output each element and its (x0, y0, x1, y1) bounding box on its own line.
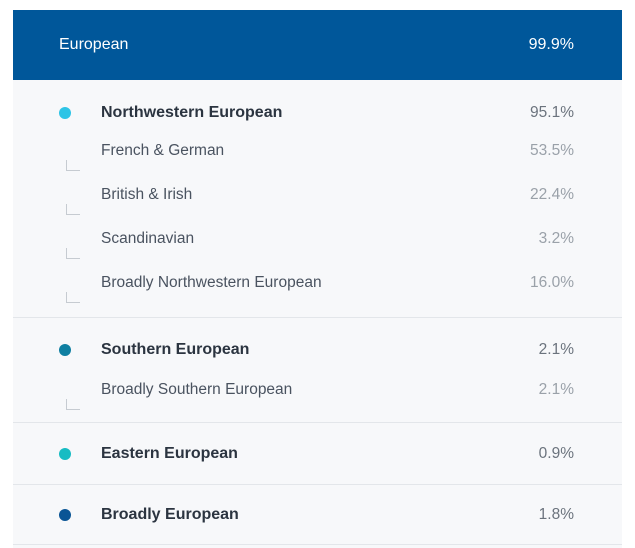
row-broadly-european[interactable]: Broadly European 1.8% (13, 485, 622, 545)
population-percentage: 1.8% (538, 506, 574, 523)
european-header-row[interactable]: European 99.9% (13, 10, 622, 80)
tree-connector-icon (66, 292, 80, 303)
group-eastern-european: Eastern European 0.9% (13, 423, 622, 485)
row-broadly-southern-european[interactable]: Broadly Southern European 2.1% (13, 368, 622, 412)
row-broadly-northwestern-european[interactable]: Broadly Northwestern European 16.0% (13, 261, 622, 305)
region-label: European (59, 36, 129, 53)
eastern-color-dot (59, 447, 71, 460)
tree-connector-icon (66, 248, 80, 259)
northwestern-color-dot (59, 107, 71, 119)
broadly-color-dot (59, 509, 71, 521)
population-percentage: 2.1% (538, 341, 574, 358)
tree-connector-icon (66, 160, 80, 171)
population-percentage: 0.9% (538, 444, 574, 462)
population-percentage: 95.1% (530, 104, 574, 121)
row-scandinavian[interactable]: Scandinavian 3.2% (13, 217, 622, 261)
population-label: Southern European (101, 341, 250, 358)
subpopulation-label: Broadly Northwestern European (101, 274, 322, 291)
row-southern-european[interactable]: Southern European 2.1% (13, 320, 622, 380)
group-northwestern-european: Northwestern European 95.1% French & Ger… (13, 80, 622, 318)
ancestry-breakdown-panel: European 99.9% Northwestern European 95.… (13, 10, 622, 548)
subpopulation-percentage: 2.1% (538, 381, 574, 398)
subpopulation-label: Scandinavian (101, 230, 195, 247)
group-southern-european: Southern European 2.1% Broadly Southern … (13, 318, 622, 423)
row-french-german[interactable]: French & German 53.5% (13, 129, 622, 173)
row-northwestern-european[interactable]: Northwestern European 95.1% (13, 83, 622, 143)
tree-connector-icon (66, 399, 80, 410)
population-label: Eastern European (101, 444, 238, 462)
southern-color-dot (59, 344, 71, 356)
subpopulation-percentage: 3.2% (538, 230, 574, 247)
region-percentage: 99.9% (528, 36, 574, 53)
subpopulation-label: French & German (101, 142, 225, 159)
tree-connector-icon (66, 204, 80, 215)
subpopulation-percentage: 16.0% (530, 274, 574, 291)
group-broadly-european: Broadly European 1.8% (13, 485, 622, 545)
population-label: Broadly European (101, 506, 239, 523)
subpopulation-label: Broadly Southern European (101, 381, 293, 398)
subpopulation-label: British & Irish (101, 186, 193, 203)
population-label: Northwestern European (101, 104, 283, 121)
row-british-irish[interactable]: British & Irish 22.4% (13, 173, 622, 217)
subpopulation-percentage: 22.4% (530, 186, 574, 203)
row-eastern-european[interactable]: Eastern European 0.9% (13, 423, 622, 484)
subpopulation-percentage: 53.5% (530, 142, 574, 159)
